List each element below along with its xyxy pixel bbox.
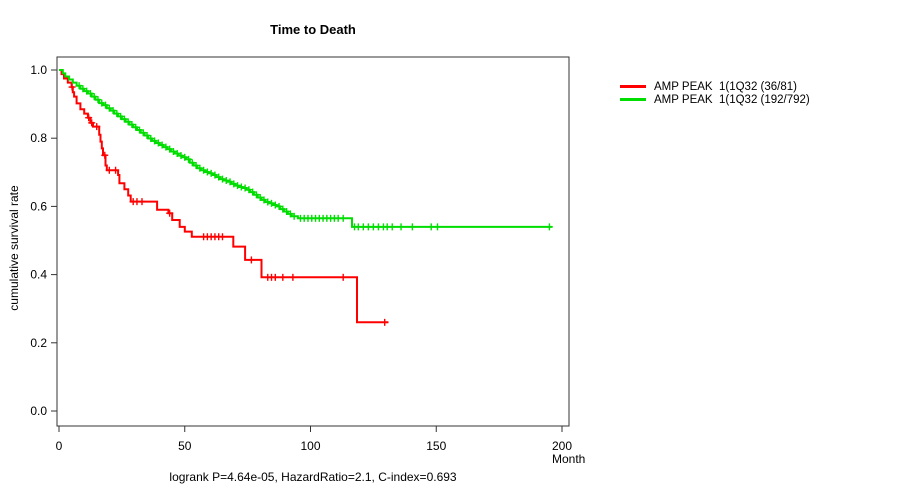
plot-title: Time to Death — [270, 22, 356, 37]
legend-label-green: AMP PEAK 1(1Q32 (192/792) — [654, 93, 810, 106]
y-axis-title: cumulative survival rate — [7, 185, 21, 311]
y-tick-label: 0.0 — [30, 404, 47, 418]
x-axis-title: Month — [552, 452, 586, 466]
green-line-swatch — [620, 98, 646, 101]
axes-frame: 0 50 100 150 200 0.0 0.2 0.4 0.6 0.8 1.0 — [30, 56, 572, 453]
red-line-swatch — [620, 85, 646, 88]
y-tick-label: 0.4 — [30, 268, 47, 282]
x-tick-label: 0 — [56, 439, 63, 453]
y-tick-label: 0.2 — [30, 336, 47, 350]
legend-item-red: AMP PEAK 1(1Q32 (36/81) — [620, 80, 810, 93]
x-tick-label: 100 — [300, 439, 320, 453]
survival-curve-green — [59, 69, 553, 231]
logrank-stats-text: logrank P=4.64e-05, HazardRatio=2.1, C-i… — [169, 470, 457, 484]
y-tick-label: 0.8 — [30, 131, 47, 145]
y-tick-label: 1.0 — [30, 63, 47, 77]
survival-curve-red — [59, 69, 389, 326]
x-tick-label: 150 — [426, 439, 446, 453]
x-tick-label: 50 — [178, 439, 192, 453]
x-tick-label: 200 — [552, 439, 572, 453]
legend-label-red: AMP PEAK 1(1Q32 (36/81) — [654, 80, 797, 93]
y-tick-label: 0.6 — [30, 199, 47, 213]
legend-item-green: AMP PEAK 1(1Q32 (192/792) — [620, 93, 810, 106]
legend: AMP PEAK 1(1Q32 (36/81) AMP PEAK 1(1Q32 … — [620, 80, 810, 106]
